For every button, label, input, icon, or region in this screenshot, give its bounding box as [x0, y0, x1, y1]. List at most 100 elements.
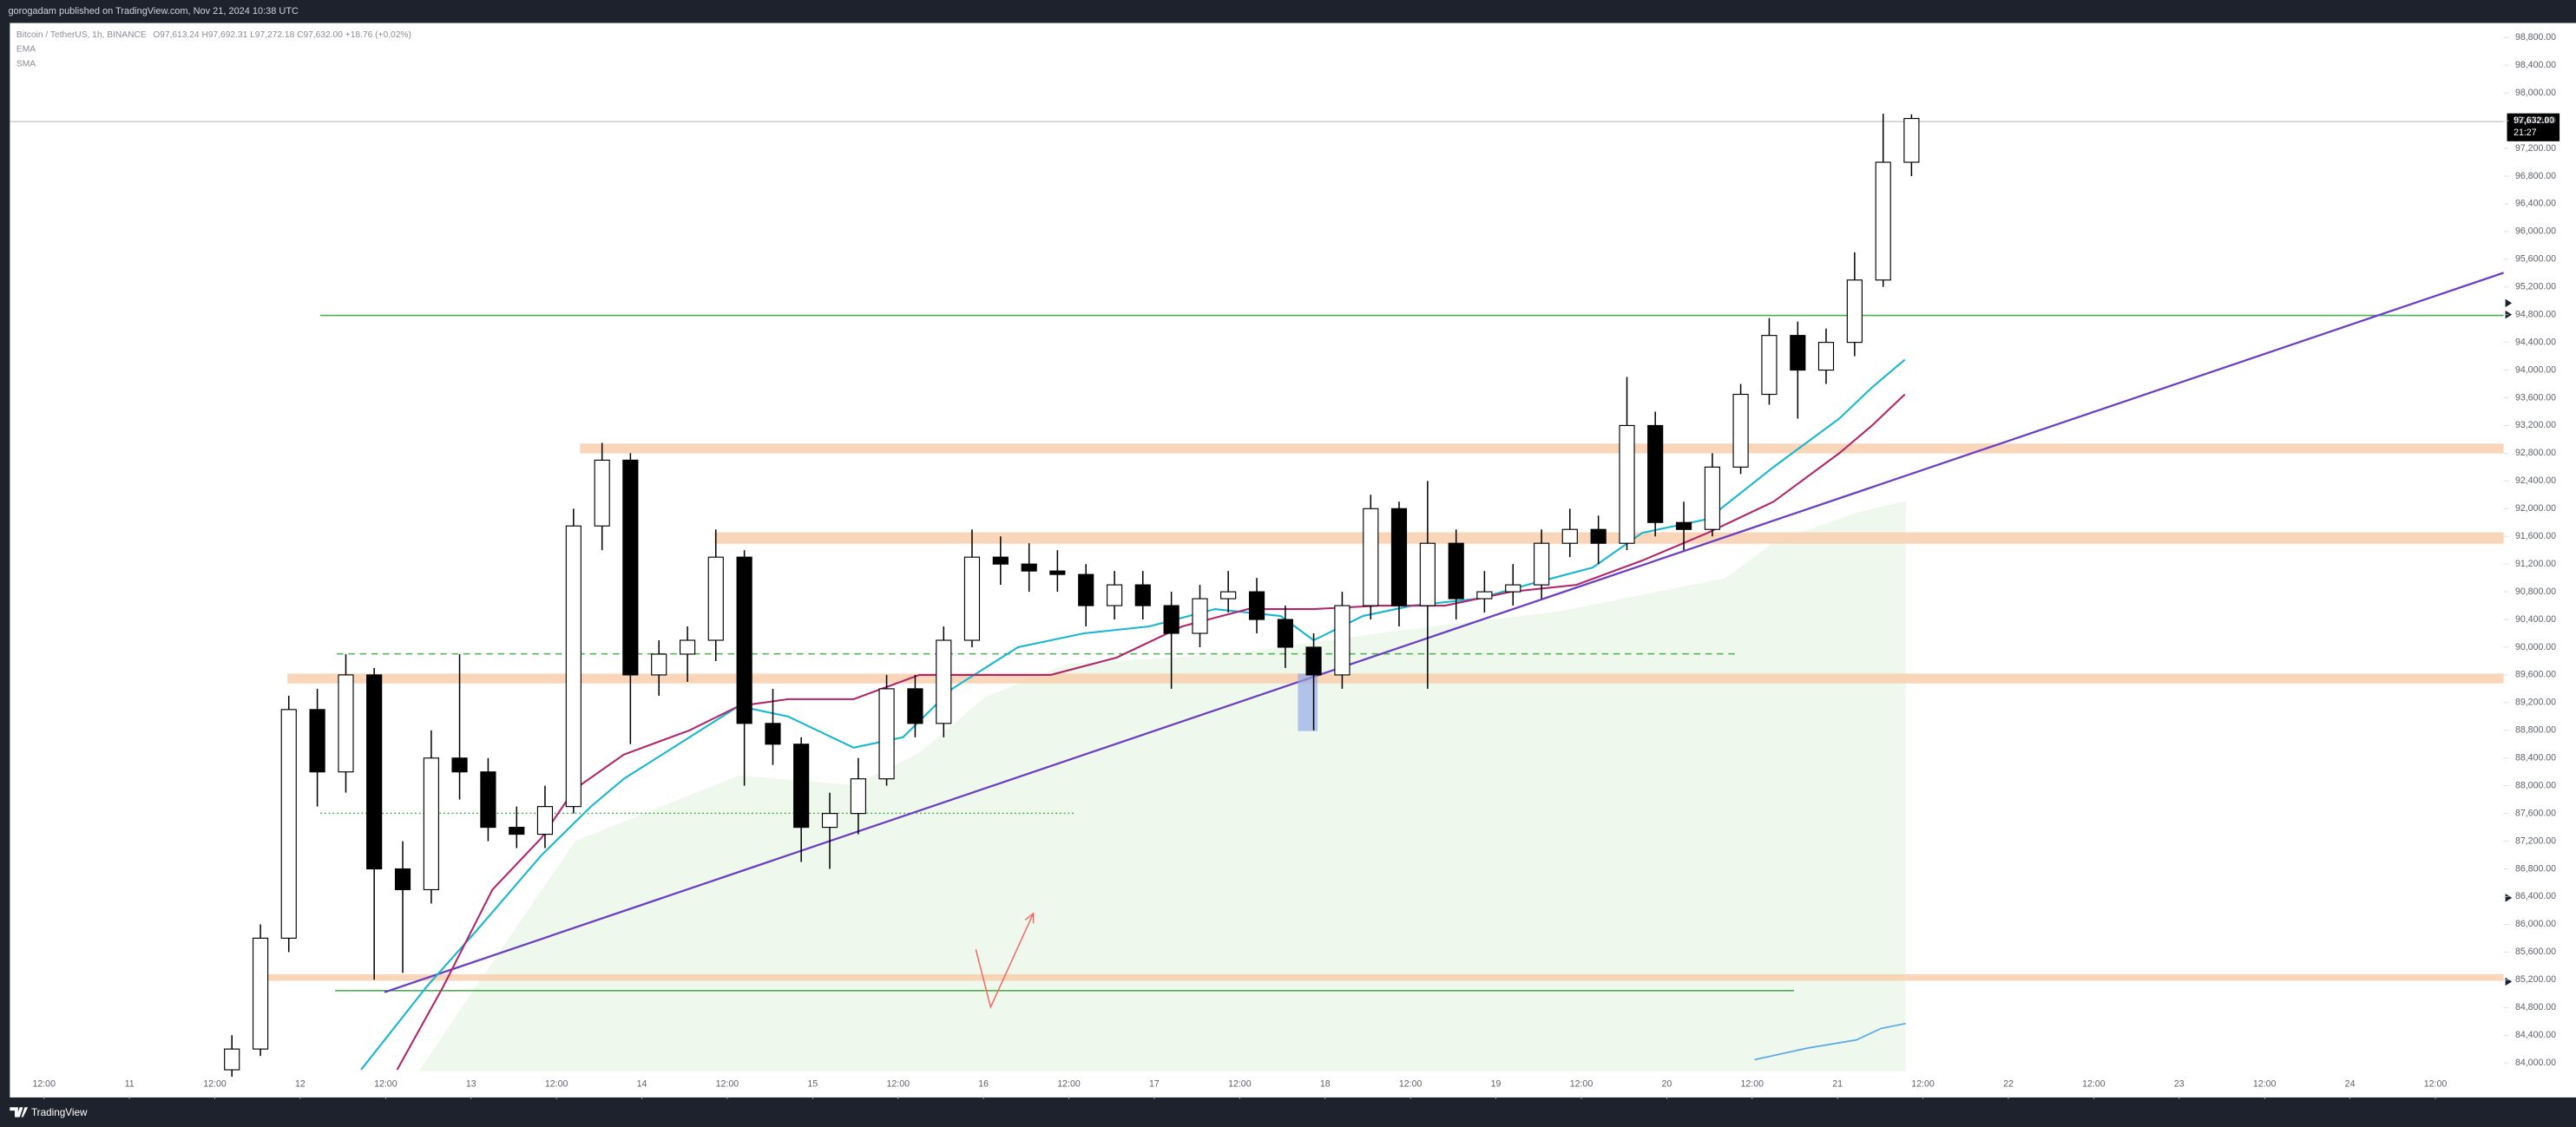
brand: TradingView	[10, 1107, 88, 1118]
y-tick-label: 96,800.00	[2515, 171, 2556, 181]
y-tick-label: 93,600.00	[2515, 392, 2556, 403]
y-tick-label: 95,200.00	[2515, 282, 2556, 292]
y-tick-label: 98,400.00	[2515, 60, 2556, 70]
y-tick-label: 92,000.00	[2515, 503, 2556, 514]
candle-body	[1903, 117, 1920, 163]
indicator-line	[1754, 1022, 1906, 1061]
candle-body	[793, 744, 810, 829]
candle-body	[338, 674, 354, 773]
candle-body	[309, 709, 325, 773]
zone	[287, 673, 2504, 684]
candle-body	[565, 525, 582, 808]
zone	[580, 443, 2504, 454]
y-tick-label: 92,800.00	[2515, 448, 2556, 458]
x-tick-label: 11	[125, 1079, 135, 1090]
candle-body	[622, 459, 639, 676]
y-tick-label: 97,600.00	[2515, 115, 2556, 126]
symbol: Bitcoin / TetherUS, 1h, BINANCE	[16, 29, 147, 39]
last-price: 97,632.00	[2514, 115, 2554, 126]
y-tick-label: 90,800.00	[2515, 586, 2556, 597]
candle-body	[1675, 521, 1692, 530]
x-tick-label: 12:00	[1741, 1079, 1764, 1090]
trend-line	[384, 272, 2504, 993]
candle-body	[1590, 528, 1607, 544]
y-tick-label: 89,600.00	[2515, 670, 2556, 680]
candle-body	[1846, 279, 1863, 344]
y-tick-label: 87,200.00	[2515, 835, 2556, 846]
x-tick-label: 20	[1661, 1079, 1672, 1090]
x-tick-label: 12:00	[374, 1079, 398, 1090]
y-tick-label: 84,400.00	[2515, 1030, 2556, 1040]
logo	[10, 1107, 29, 1117]
candle-body	[366, 674, 383, 870]
y-tick-label: 91,600.00	[2515, 531, 2556, 541]
x-tick-label: 12:00	[1399, 1079, 1423, 1090]
highlight-box	[1298, 673, 1318, 731]
x-tick-label: 15	[807, 1079, 818, 1090]
indicator-name: EMA	[16, 45, 36, 55]
x-tick-label: 12:00	[2082, 1079, 2106, 1090]
candle-body	[707, 556, 724, 641]
candle-body	[1561, 528, 1578, 544]
candle-body	[1163, 605, 1180, 634]
candle-body	[736, 556, 752, 724]
x-tick-label: 12:00	[1228, 1079, 1252, 1090]
x-tick-label: 19	[1491, 1079, 1502, 1090]
x-tick-label: 12:00	[1057, 1079, 1081, 1090]
y-tick-label: 90,400.00	[2515, 614, 2556, 625]
x-tick-label: 18	[1320, 1079, 1331, 1090]
x-tick-label: 17	[1149, 1079, 1160, 1090]
ohlc: O97,613.24 H97,692.31 L97,272.18 C97,632…	[153, 29, 411, 39]
candle-body	[1704, 466, 1721, 530]
zone	[262, 973, 2504, 981]
x-tick-label: 12:00	[1570, 1079, 1594, 1090]
candle-body	[679, 639, 696, 655]
y-tick-label: 88,400.00	[2515, 753, 2556, 763]
marker	[2505, 894, 2513, 902]
candle-body	[651, 653, 667, 676]
y-tick-label: 85,600.00	[2515, 947, 2556, 957]
y-tick-label: 92,400.00	[2515, 475, 2556, 486]
y-tick-label: 96,000.00	[2515, 226, 2556, 237]
candle-body	[1021, 563, 1037, 572]
candle-body	[1334, 605, 1350, 676]
x-tick-label: 13	[466, 1079, 476, 1090]
candle-body	[280, 709, 297, 939]
candle-body	[536, 806, 554, 835]
candle-body	[1448, 542, 1464, 600]
x-tick-label: 12:00	[1911, 1079, 1935, 1090]
candle-body	[1305, 646, 1322, 676]
candle-body	[423, 757, 439, 891]
y-tick-label: 96,400.00	[2515, 199, 2556, 209]
candle-body	[963, 556, 981, 641]
candle-body	[1647, 424, 1664, 523]
candle-body	[1220, 591, 1237, 600]
indicator-name: SMA	[16, 60, 36, 69]
x-tick-label: 22	[2003, 1079, 2014, 1090]
candle-body	[451, 757, 468, 773]
y-tick-label: 88,000.00	[2515, 780, 2556, 790]
candle-body	[1505, 584, 1521, 593]
x-tick-label: 24	[2345, 1079, 2356, 1090]
candle-body	[1817, 342, 1835, 371]
x-tick-label: 14	[637, 1079, 647, 1090]
candle-body	[821, 813, 838, 829]
indicator-line	[360, 358, 1906, 1071]
candle-body	[878, 688, 895, 780]
candle-body	[1419, 542, 1436, 606]
candle-body	[509, 827, 525, 835]
candle-body	[1049, 570, 1066, 575]
candle-body	[936, 639, 952, 724]
candle-body	[992, 556, 1009, 565]
y-tick-label: 91,200.00	[2515, 559, 2556, 569]
candle-body	[1363, 508, 1379, 606]
x-tick-label: 12:00	[203, 1079, 227, 1090]
y-tick-label: 95,600.00	[2515, 254, 2556, 265]
published-note: gorogadam published on TradingView.com, …	[8, 6, 299, 16]
y-tick-label: 98,800.00	[2515, 32, 2556, 43]
candle-body	[252, 937, 269, 1050]
y-tick-label: 86,400.00	[2515, 891, 2556, 901]
indicator-line	[396, 393, 1906, 1071]
x-tick-label: 12:00	[716, 1079, 739, 1090]
arrow-head	[1024, 912, 1035, 924]
